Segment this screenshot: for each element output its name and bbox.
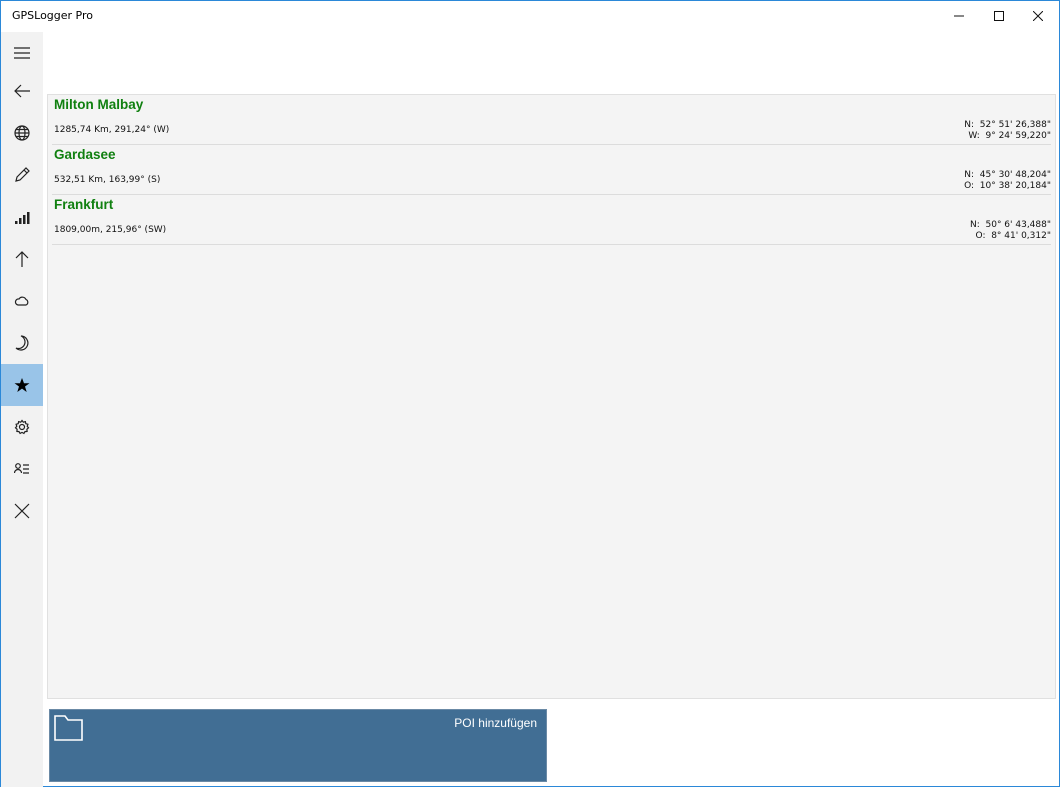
nav-settings[interactable] [1, 406, 43, 448]
gear-icon [14, 419, 30, 435]
poi-name: Gardasee [54, 147, 116, 162]
poi-list: Milton Malbay 1285,74 Km, 291,24° (W) N:… [47, 94, 1056, 699]
globe-icon [14, 125, 30, 141]
maximize-button[interactable] [976, 1, 1022, 31]
close-x-icon [14, 503, 30, 519]
nav-upload[interactable] [1, 238, 43, 280]
nav-edit[interactable] [1, 154, 43, 196]
poi-longitude: W: 9° 24' 59,220" [968, 131, 1051, 141]
star-icon [14, 378, 30, 392]
poi-distance-bearing: 1809,00m, 215,96° (SW) [54, 225, 167, 235]
nav-weather[interactable] [1, 280, 43, 322]
poi-name: Milton Malbay [54, 97, 144, 112]
sidebar [1, 32, 43, 787]
poi-name: Frankfurt [54, 197, 114, 212]
title-bar: GPSLogger Pro [1, 1, 1059, 32]
add-poi-label: POI hinzufügen [454, 716, 537, 730]
poi-distance-bearing: 532,51 Km, 163,99° (S) [54, 175, 161, 185]
moon-icon [15, 335, 29, 351]
up-arrow-icon [15, 251, 29, 267]
window-title: GPSLogger Pro [12, 9, 94, 22]
nav-night[interactable] [1, 322, 43, 364]
nav-favorites[interactable] [1, 364, 43, 406]
back-button[interactable] [1, 70, 43, 112]
folder-icon [54, 715, 83, 741]
back-arrow-icon [14, 84, 30, 98]
menu-button[interactable] [1, 32, 43, 74]
add-poi-button[interactable]: POI hinzufügen [49, 709, 547, 782]
contact-list-icon [14, 463, 29, 474]
signal-bars-icon [15, 212, 30, 224]
poi-row[interactable]: Gardasee 532,51 Km, 163,99° (S) N: 45° 3… [52, 145, 1051, 195]
poi-latitude: N: 50° 6' 43,488" [970, 220, 1051, 230]
nav-contacts[interactable] [1, 448, 43, 490]
poi-latitude: N: 52° 51' 26,388" [964, 120, 1051, 130]
poi-distance-bearing: 1285,74 Km, 291,24° (W) [54, 125, 170, 135]
poi-longitude: O: 8° 41' 0,312" [975, 231, 1051, 241]
pencil-icon [15, 167, 30, 182]
nav-signal[interactable] [1, 196, 43, 238]
poi-row[interactable]: Milton Malbay 1285,74 Km, 291,24° (W) N:… [52, 95, 1051, 145]
poi-longitude: O: 10° 38' 20,184" [964, 181, 1051, 191]
cloud-icon [14, 296, 29, 306]
nav-exit[interactable] [1, 490, 43, 532]
poi-latitude: N: 45° 30' 48,204" [964, 170, 1051, 180]
poi-row[interactable]: Frankfurt 1809,00m, 215,96° (SW) N: 50° … [52, 195, 1051, 245]
nav-map[interactable] [1, 112, 43, 154]
hamburger-menu-icon [14, 47, 30, 59]
close-button[interactable] [1015, 1, 1060, 31]
minimize-button[interactable] [936, 1, 982, 31]
